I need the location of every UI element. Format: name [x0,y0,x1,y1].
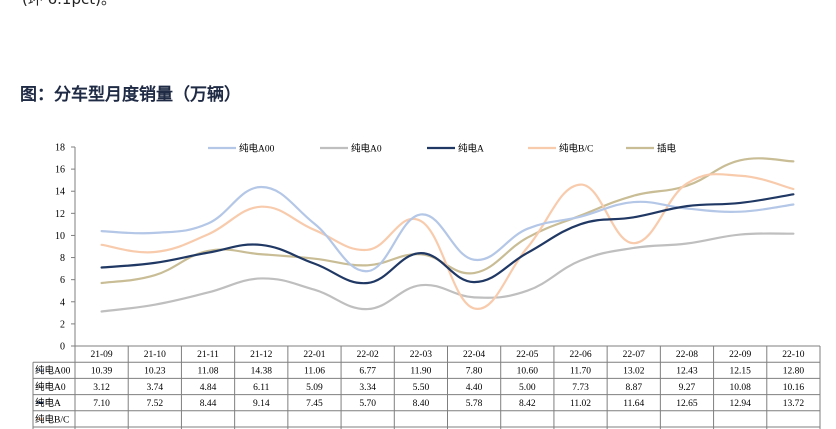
x-tick-label: 22-03 [410,350,432,360]
y-tick-label: 6 [60,275,65,286]
chart-series-lines [100,157,795,313]
y-tick-label: 16 [55,165,65,176]
chart-legend: 纯电A00 纯电A0 纯电A 纯电B/C 插电 [208,143,677,155]
table-cell: 3.34 [359,383,376,393]
series-line-纯电A00 [100,185,795,273]
x-tick-label: 22-04 [463,350,485,360]
table-cell: 7.10 [93,399,110,409]
y-tick-label: 18 [55,143,65,154]
series-line-插电 [100,157,795,285]
table-cell: 7.52 [147,399,164,409]
table-cell: 5.50 [413,383,430,393]
y-tick-label: 12 [55,209,65,220]
table-row-label: 纯电A [35,397,61,409]
table-cell: 4.84 [200,383,217,393]
y-tick-label: 0 [60,342,65,353]
legend-label: 纯电A [458,143,484,155]
table-cell: 10.39 [91,367,113,377]
table-cell: 9.14 [253,399,270,409]
table-cell: 3.12 [93,383,110,393]
table-cell: 10.16 [783,383,805,393]
table-cell: 3.74 [147,383,164,393]
table-cell: 5.78 [466,399,483,409]
x-tick-label: 22-01 [303,350,325,360]
table-cell: 8.44 [200,399,217,409]
table-cell: 11.64 [623,399,644,409]
table-cell: 10.23 [144,367,166,377]
table-cell: 12.80 [783,367,805,377]
table-cell: 12.94 [729,399,751,409]
table-cell: 13.02 [623,367,645,377]
chart-axes: 0 2 4 6 8 10 12 14 16 18 [55,143,76,353]
intro-text: (环 6.1pct)。 [22,0,116,9]
legend-label: 纯电A0 [351,143,382,155]
figure-title: 图：分车型月度销量（万辆） [20,85,241,105]
table-cell: 10.08 [729,383,751,393]
x-tick-label: 22-05 [516,350,538,360]
table-cell: 11.06 [304,367,325,377]
table-row-label: 纯电A0 [35,381,66,393]
y-tick-label: 2 [60,319,65,330]
x-tick-label: 22-06 [569,350,591,360]
table-cell: 11.70 [570,367,591,377]
table-cell: 7.45 [306,399,323,409]
table-cell: 12.15 [729,367,751,377]
table-cell: 5.70 [359,399,376,409]
x-tick-label: 21-09 [91,350,113,360]
table-cell: 7.80 [466,367,483,377]
table-cell: 11.02 [570,399,591,409]
table-cell: 5.09 [306,383,323,393]
y-tick-label: 10 [55,231,65,242]
table-cell: 6.77 [359,367,376,377]
legend-label: 插电 [657,143,677,155]
series-line-纯电A0 [100,232,795,313]
x-tick-label: 22-10 [782,350,804,360]
x-tick-label: 21-10 [144,350,166,360]
table-cell: 10.60 [517,367,539,377]
table-cell: 8.40 [413,399,430,409]
table-cell: 4.40 [466,383,483,393]
x-tick-label: 22-07 [623,350,645,360]
x-tick-label: 22-02 [357,350,379,360]
x-tick-label: 22-09 [729,350,751,360]
series-line-纯电B/C [100,173,795,310]
legend-label: 纯电B/C [559,143,593,155]
legend-label: 纯电A00 [239,143,275,155]
table-cell: 6.11 [253,383,270,393]
table-row-label: 纯电A00 [35,365,71,377]
x-tick-label: 21-12 [250,350,272,360]
y-tick-label: 14 [55,187,65,198]
table-cell: 12.65 [676,399,698,409]
data-table: 21-09 21-10 21-11 21-12 22-01 22-02 22-03 22-04… [32,345,821,429]
table-cell: 12.43 [676,367,698,377]
table-cell: 11.90 [410,367,431,377]
x-tick-label: 21-11 [197,350,219,360]
table-cell: 14.38 [251,367,273,377]
series-line-纯电A [100,193,795,285]
y-tick-label: 8 [60,253,65,264]
table-cell: 11.08 [198,367,219,377]
y-tick-label: 4 [60,297,65,308]
table-row-label: 纯电B/C [35,413,69,425]
table-cell: 13.72 [783,399,805,409]
table-cell: 8.42 [519,399,536,409]
table-cell: 5.00 [519,383,536,393]
table-cell: 8.87 [625,383,642,393]
table-cell: 7.73 [572,383,589,393]
x-tick-label: 22-08 [676,350,698,360]
table-cell: 9.27 [679,383,696,393]
